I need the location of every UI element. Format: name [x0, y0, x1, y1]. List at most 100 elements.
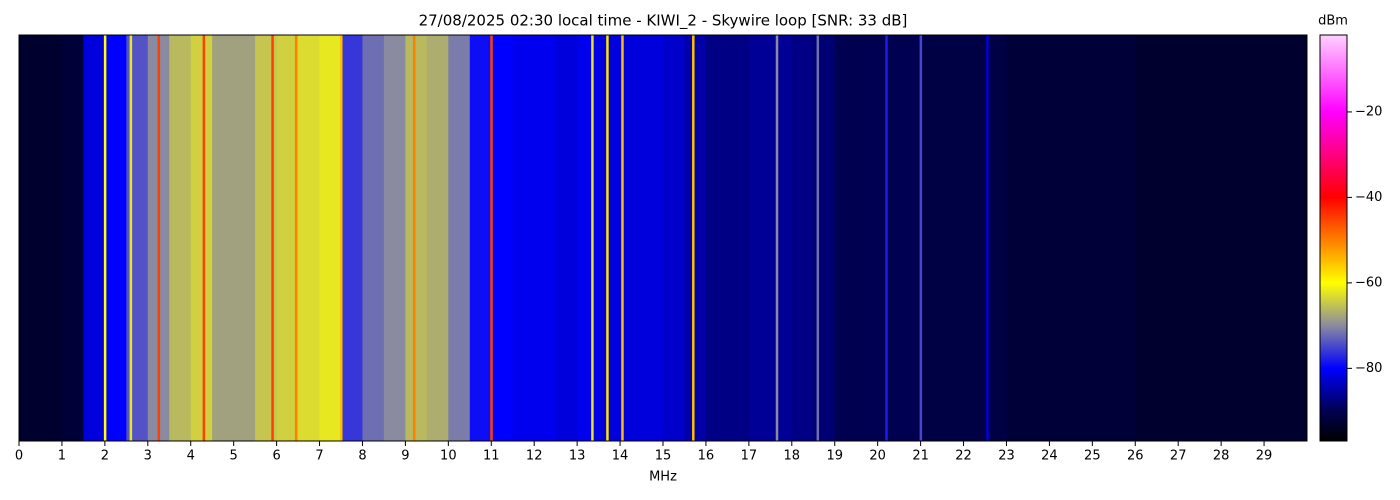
x-tick-label: 22: [955, 449, 972, 464]
carrier-line: [103, 35, 107, 441]
spectrum-cell: [362, 35, 385, 441]
spectrum-cell: [791, 35, 814, 441]
spectrum-cell: [1049, 35, 1072, 441]
carrier-line: [202, 35, 206, 441]
spectrum-cell: [298, 35, 321, 441]
x-tick-label: 25: [1084, 449, 1101, 464]
spectrum-cell: [963, 35, 986, 441]
x-axis-label: MHz: [649, 470, 677, 485]
carrier-line: [412, 35, 416, 441]
spectrum-cell: [233, 35, 256, 441]
spectrum-cell: [577, 35, 600, 441]
x-tick-label: 7: [315, 449, 323, 464]
spectrum-cell: [942, 35, 965, 441]
spectrum-cell: [426, 35, 449, 441]
spectrum-cell: [448, 35, 471, 441]
x-tick-label: 14: [612, 449, 629, 464]
colorbar-frame: [1319, 34, 1348, 442]
x-tick-label: 6: [272, 449, 280, 464]
spectrum-cell: [1199, 35, 1222, 441]
spectrum-cell: [19, 35, 41, 441]
spectrum-cell: [83, 35, 106, 441]
x-tick-label: 3: [144, 449, 152, 464]
spectrum-cell: [641, 35, 664, 441]
spectrum-cell: [491, 35, 514, 441]
spectrum-cell: [319, 35, 342, 441]
spectrum-cell: [620, 35, 643, 441]
colorbar-tick-label: −80: [1355, 361, 1382, 376]
spectrum-cell: [684, 35, 707, 441]
spectrum-cell: [1156, 35, 1179, 441]
spectrum-cell: [1242, 35, 1265, 441]
spectrum-cell: [1006, 35, 1029, 441]
spectrum-cell: [383, 35, 406, 441]
spectrum-cell: [1070, 35, 1093, 441]
spectrum-cell: [1092, 35, 1115, 441]
x-tick-label: 12: [526, 449, 543, 464]
colorbar-tick-label: −60: [1355, 275, 1382, 290]
colorbar-tick-label: −20: [1355, 104, 1382, 119]
x-tick-label: 26: [1127, 449, 1144, 464]
x-tick-label: 5: [230, 449, 238, 464]
x-tick-label: 19: [826, 449, 843, 464]
spectrum-cell: [190, 35, 213, 441]
chart-title: 27/08/2025 02:30 local time - KIWI_2 - S…: [419, 12, 908, 31]
spectrum-cell: [104, 35, 127, 441]
spectrum-cell: [534, 35, 557, 441]
carrier-line: [340, 35, 343, 441]
x-tick-label: 18: [784, 449, 801, 464]
spectrum-cell: [1027, 35, 1050, 441]
colorbar-tick-label: −40: [1355, 190, 1382, 205]
spectrum-cell: [985, 35, 1007, 441]
carrier-line: [816, 35, 820, 441]
x-tick-label: 20: [869, 449, 886, 464]
x-tick-label: 27: [1170, 449, 1187, 464]
colorbar: [1320, 35, 1347, 441]
x-tick-label: 9: [401, 449, 409, 464]
carrier-line: [606, 35, 609, 441]
spectrum-cell: [856, 35, 879, 441]
spectrum-cell: [1135, 35, 1158, 441]
carrier-line: [271, 35, 274, 441]
spectrum-cell: [663, 35, 685, 441]
x-tick-label: 11: [483, 449, 500, 464]
spectrum-cell: [920, 35, 943, 441]
carrier-line: [885, 35, 888, 441]
spectrum-cell: [512, 35, 535, 441]
x-tick-label: 17: [741, 449, 758, 464]
x-tick-label: 2: [101, 449, 109, 464]
plot-area: [19, 35, 1308, 441]
spectrum-cell: [1178, 35, 1201, 441]
x-tick-label: 15: [655, 449, 672, 464]
carrier-line: [775, 35, 779, 441]
carrier-line: [157, 35, 161, 441]
carrier-line: [129, 35, 133, 441]
x-tick-label: 23: [998, 449, 1015, 464]
spectrum-cell: [834, 35, 857, 441]
spectrum-cell: [877, 35, 900, 441]
x-tick-label: 13: [569, 449, 586, 464]
spectrum-cell: [555, 35, 578, 441]
spectrum-cell: [169, 35, 192, 441]
spectrum-cell: [1285, 35, 1308, 441]
carrier-line: [294, 35, 298, 441]
carrier-line: [986, 35, 989, 441]
colorbar-label: dBm: [1318, 14, 1348, 29]
x-tick-label: 8: [358, 449, 366, 464]
carrier-line: [490, 35, 493, 441]
x-tick-label: 1: [58, 449, 66, 464]
x-tick-label: 16: [698, 449, 715, 464]
carrier-line: [692, 35, 695, 441]
spectrum-cell: [61, 35, 84, 441]
spectrum-cell: [1264, 35, 1287, 441]
spectrum-cell: [341, 35, 363, 441]
carrier-line: [621, 35, 624, 441]
spectrum-cell: [727, 35, 750, 441]
x-tick-label: 24: [1041, 449, 1058, 464]
carrier-line: [591, 35, 594, 441]
spectrum-cell: [469, 35, 492, 441]
spectrum-cell: [770, 35, 793, 441]
spectrum-cell: [276, 35, 299, 441]
carrier-line: [919, 35, 923, 441]
